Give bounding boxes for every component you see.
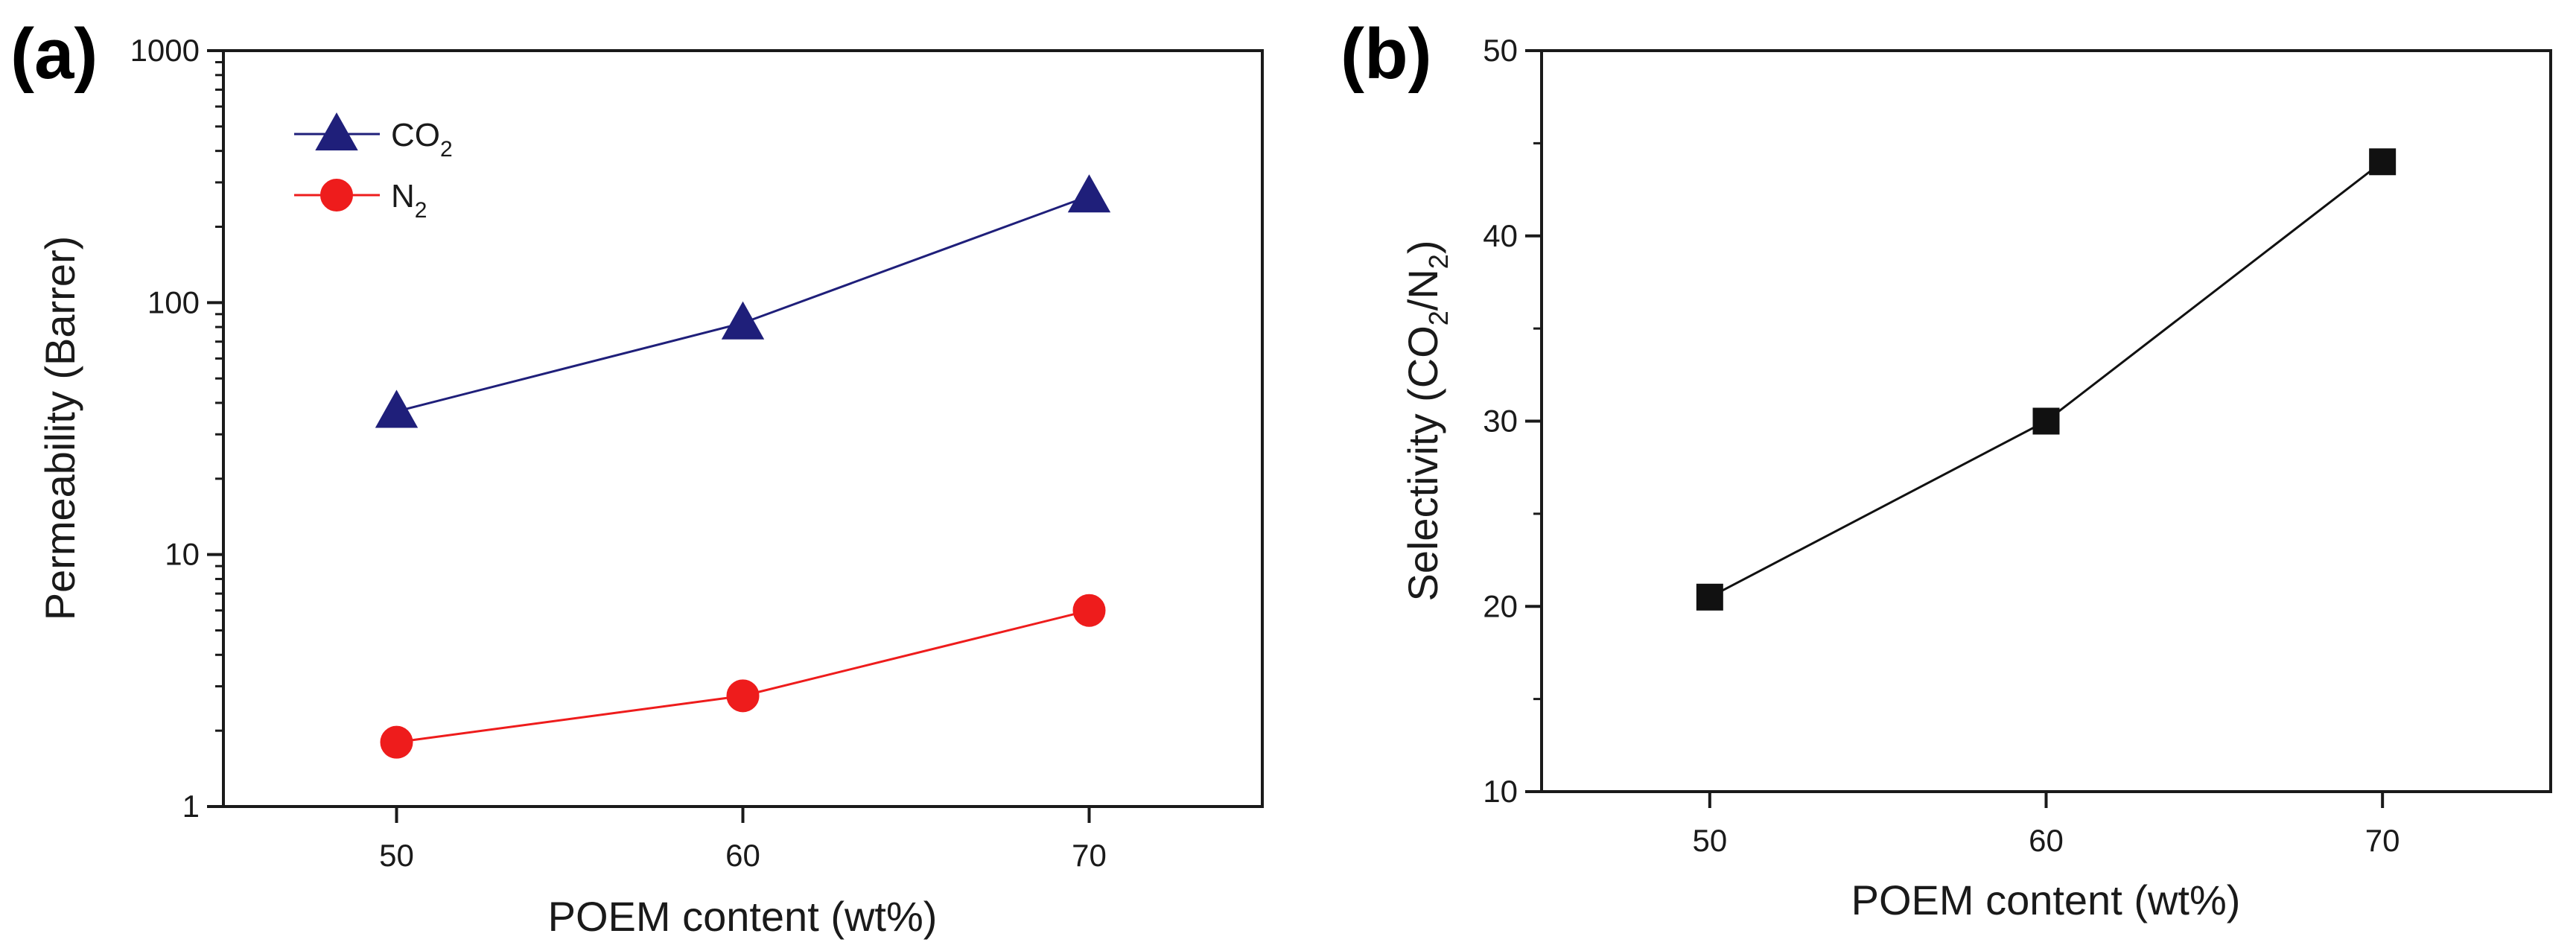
data-point-n2-60 <box>726 679 760 713</box>
y-tick-label-a-2: 100 <box>147 284 200 319</box>
series-line-selectivity <box>1709 161 2384 599</box>
y-tick-label-a-3: 1000 <box>130 33 200 68</box>
y-axis-title-b-sub1: 2 <box>1423 311 1454 325</box>
plot-frame-b <box>1540 49 2552 793</box>
legend-label-n2-sub: 2 <box>415 198 427 223</box>
y-tick-label-b-3: 40 <box>1483 218 1518 253</box>
series-line-n2 <box>396 609 1090 744</box>
x-axis-title-a: POEM content (wt%) <box>548 893 938 940</box>
x-tick-label-a-1: 60 <box>725 838 760 873</box>
data-point-co2-60 <box>721 301 765 340</box>
panel-label-a: (a) <box>10 14 98 94</box>
x-tick-label-a-2: 70 <box>1072 838 1107 873</box>
legend-label-co2-main: CO <box>391 117 440 153</box>
data-point-co2-70 <box>1067 174 1111 213</box>
x-tick-label-b-1: 60 <box>2029 823 2064 858</box>
legend-label-co2-sub: 2 <box>440 137 453 162</box>
data-point-n2-70 <box>1072 594 1106 627</box>
y-axis-title-b-sub2: 2 <box>1423 254 1454 269</box>
y-axis-title-b-part2: /N <box>1399 269 1446 311</box>
axis-ticks-a: 50 60 70 1 10 100 1000 <box>130 33 1107 873</box>
y-axis-title-b-part1: Selectivity (CO <box>1399 325 1446 601</box>
y-tick-label-b-4: 50 <box>1483 33 1518 68</box>
axis-ticks-b: 50 60 70 10 20 30 40 50 <box>1483 33 2400 858</box>
panel-label-b: (b) <box>1341 14 1432 94</box>
y-axis-title-b: Selectivity (CO2/N2) <box>1399 240 1454 601</box>
y-tick-label-b-0: 10 <box>1483 774 1518 809</box>
y-tick-label-b-1: 20 <box>1483 588 1518 623</box>
legend-label-co2: CO2 <box>391 117 453 162</box>
y-tick-label-a-1: 10 <box>165 537 200 572</box>
data-point-selectivity-50 <box>1696 583 1723 611</box>
data-point-selectivity-70 <box>2369 148 2397 176</box>
y-tick-label-b-2: 30 <box>1483 404 1518 439</box>
x-tick-label-b-2: 70 <box>2365 823 2400 858</box>
y-tick-label-a-0: 1 <box>182 789 200 824</box>
legend-marker-co2 <box>315 112 358 151</box>
x-tick-label-a-0: 50 <box>379 838 414 873</box>
data-point-n2-50 <box>380 725 413 759</box>
series-group-b <box>1696 148 2397 611</box>
x-axis-title-b: POEM content (wt%) <box>1851 877 2241 923</box>
x-tick-label-b-0: 50 <box>1692 823 1727 858</box>
y-axis-title-a: Permeability (Barrer) <box>36 236 83 621</box>
series-group-a <box>375 174 1111 759</box>
legend-label-n2: N2 <box>391 178 427 223</box>
data-point-selectivity-60 <box>2032 407 2060 435</box>
y-axis-title-b-part3: ) <box>1399 240 1446 254</box>
legend-marker-n2 <box>320 179 353 211</box>
legend-label-n2-main: N <box>391 178 415 214</box>
plot-frame-a <box>222 49 1264 808</box>
data-point-co2-50 <box>375 389 419 428</box>
